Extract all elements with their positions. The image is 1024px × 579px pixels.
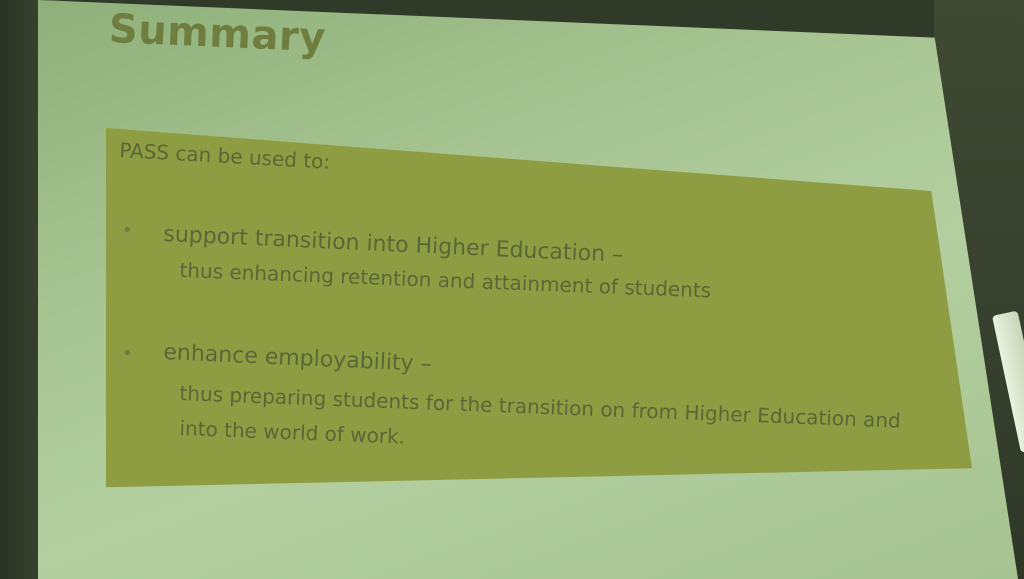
bullet-2-main: enhance employability – (162, 340, 433, 378)
bullet-dot-2: • (122, 343, 133, 364)
panel-intro: PASS can be used to: (118, 138, 331, 174)
content-panel (106, 128, 972, 488)
bullet-1-sub-line-1: thus enhancing retention and attainment … (179, 258, 712, 303)
bullet-dot-1: • (122, 220, 133, 241)
bullet-2-sub-line-2: into the world of work. (179, 416, 406, 449)
